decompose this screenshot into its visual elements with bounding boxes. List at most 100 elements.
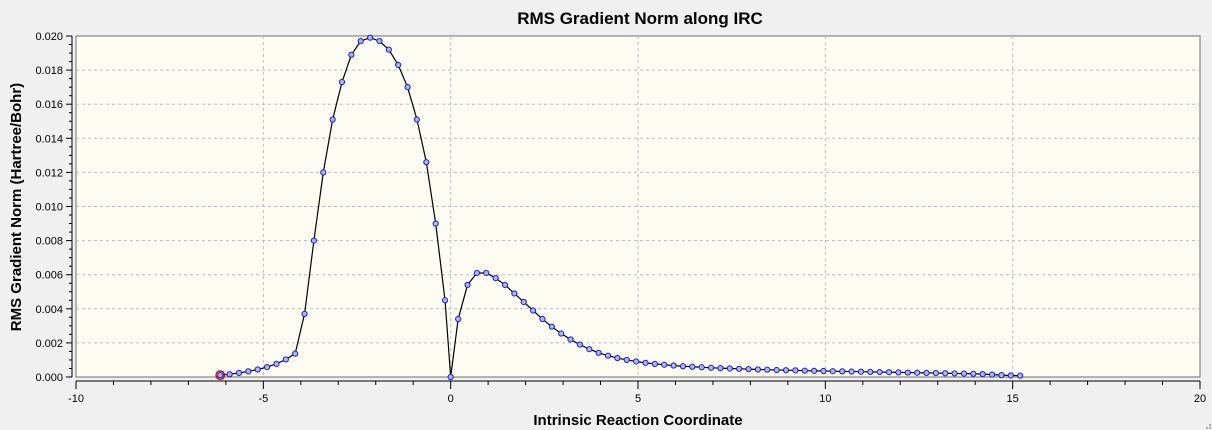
data-point — [473, 269, 480, 277]
data-point — [698, 364, 705, 371]
data-point — [245, 368, 252, 375]
data-point — [548, 323, 555, 330]
y-axis: 0.000 0.002 0.004 0.006 0.008 0.010 0.012 0.014… — [35, 31, 73, 384]
x-tick-label: 20 — [1194, 393, 1206, 405]
data-point — [717, 365, 724, 372]
y-tick-label: 0.014 — [35, 133, 63, 145]
resize-grip-icon[interactable] — [1202, 420, 1212, 430]
data-point — [801, 367, 808, 374]
data-point — [988, 371, 996, 378]
data-point — [413, 116, 421, 123]
y-tick-label: 0.012 — [35, 167, 63, 179]
data-point — [848, 368, 855, 375]
current-point-marker — [215, 370, 226, 381]
data-point — [970, 370, 977, 377]
data-point — [642, 359, 649, 366]
data-point — [857, 368, 865, 375]
y-tick-label: 0.004 — [35, 304, 63, 316]
x-tick-label: 0 — [448, 393, 454, 405]
data-point — [455, 315, 462, 323]
data-point — [254, 366, 261, 373]
data-point — [867, 368, 874, 375]
data-point — [567, 336, 574, 343]
y-axis-label: RMS Gradient Norm (Hartree/Bohr) — [8, 83, 25, 331]
data-point — [492, 275, 499, 282]
data-point — [441, 297, 449, 304]
data-point — [914, 369, 921, 376]
data-point — [586, 346, 593, 353]
data-point — [604, 352, 612, 359]
data-point — [357, 38, 364, 45]
data-point — [764, 366, 771, 373]
data-point — [385, 46, 392, 53]
data-point — [679, 363, 687, 370]
data-point — [998, 372, 1005, 379]
data-point — [820, 367, 827, 375]
data-point — [273, 360, 280, 367]
data-point — [395, 61, 402, 69]
data-point — [301, 310, 308, 318]
data-point — [282, 356, 289, 363]
y-tick-label: 0.010 — [35, 202, 63, 214]
data-point — [217, 372, 224, 379]
y-tick-label: 0.006 — [35, 270, 63, 282]
data-point — [689, 363, 696, 370]
data-point — [979, 371, 986, 378]
data-point — [745, 366, 752, 373]
data-point — [876, 368, 883, 376]
data-point — [932, 369, 939, 377]
data-point — [736, 365, 743, 372]
data-point — [670, 362, 677, 369]
data-point — [329, 116, 336, 123]
data-point — [404, 84, 411, 91]
y-tick-label: 0.008 — [35, 236, 63, 248]
data-point — [432, 220, 439, 227]
data-point — [839, 368, 846, 375]
data-point — [576, 341, 584, 348]
data-point — [633, 358, 640, 365]
x-tick-label: -5 — [258, 393, 268, 405]
data-point — [320, 169, 327, 176]
data-point — [904, 369, 911, 376]
data-point — [726, 365, 733, 372]
x-tick-label: 15 — [1007, 393, 1019, 405]
data-point — [235, 369, 243, 377]
data-point — [310, 237, 318, 244]
data-point — [707, 364, 715, 371]
data-point — [447, 373, 454, 381]
data-point — [226, 371, 233, 378]
data-point — [651, 360, 658, 367]
data-point — [520, 298, 527, 306]
data-point — [348, 51, 355, 58]
data-point — [595, 349, 602, 356]
data-point — [623, 356, 630, 364]
data-point — [895, 369, 902, 376]
data-point — [782, 367, 790, 374]
y-tick-label: 0.000 — [35, 372, 63, 384]
data-point — [614, 354, 621, 362]
chart-title: RMS Gradient Norm along IRC — [517, 9, 763, 28]
data-point — [810, 367, 818, 374]
y-tick-label: 0.002 — [35, 338, 63, 350]
data-point — [923, 369, 930, 377]
data-point — [263, 364, 271, 371]
data-point — [483, 269, 490, 277]
data-point — [1007, 372, 1014, 379]
data-point — [529, 307, 537, 314]
data-point — [511, 290, 518, 297]
data-point — [773, 366, 780, 374]
x-tick-label: -10 — [68, 393, 84, 405]
data-point — [661, 361, 668, 368]
data-point — [829, 368, 836, 375]
data-point — [1017, 372, 1024, 379]
data-point — [951, 370, 958, 377]
data-point — [376, 38, 383, 45]
data-point — [942, 370, 949, 377]
series-layer — [215, 34, 1024, 381]
y-tick-label: 0.020 — [35, 31, 63, 43]
data-point — [423, 159, 430, 166]
data-point — [464, 281, 471, 289]
data-point — [792, 367, 799, 374]
